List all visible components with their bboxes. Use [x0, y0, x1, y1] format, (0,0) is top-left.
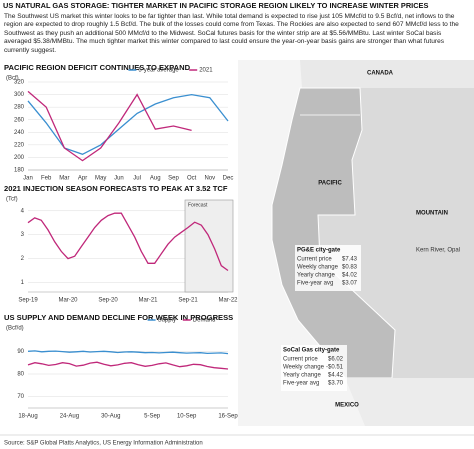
x-tick-label: 30-Aug: [101, 414, 120, 420]
price-box-title: SoCal Gas city-gate: [283, 348, 340, 354]
legend-label: 5-year average: [138, 68, 179, 74]
series-line: [27, 90, 192, 162]
price-label: Weekly change: [283, 365, 325, 371]
mexico-land: [345, 378, 474, 426]
x-tick-label: Sep-19: [18, 298, 38, 304]
price-label: Yearly change: [297, 273, 335, 279]
map-label: PACIFIC: [318, 181, 342, 187]
x-tick-label: 10-Sep: [177, 414, 197, 420]
x-tick-label: Jun: [114, 176, 124, 182]
y-tick-label: 90: [17, 349, 24, 355]
x-tick-label: Jul: [133, 176, 141, 182]
legend-label: Demand: [193, 318, 216, 324]
price-value: $4.42: [328, 373, 344, 379]
y-axis-label: (Tcf): [6, 197, 18, 203]
y-tick-label: 220: [14, 142, 25, 148]
price-label: Current price: [297, 257, 332, 263]
annotation: Forecast: [188, 202, 208, 208]
y-tick-label: 4: [21, 208, 25, 214]
price-label: Yearly change: [283, 373, 321, 379]
x-tick-label: Jan: [23, 176, 33, 182]
price-value: $0.83: [342, 265, 358, 271]
x-tick-label: Sep-20: [98, 298, 118, 304]
x-tick-label: Oct: [187, 176, 197, 182]
y-tick-label: 70: [17, 394, 24, 400]
x-tick-label: 5-Sep: [144, 414, 161, 420]
x-tick-label: Mar-21: [138, 298, 158, 304]
price-value: $4.02: [342, 273, 358, 279]
series-line: [27, 93, 229, 156]
price-box: [295, 245, 361, 291]
y-tick-label: 320: [14, 80, 25, 86]
x-tick-label: Dec: [223, 176, 234, 182]
x-tick-label: Mar-22: [218, 298, 238, 304]
y-tick-label: 260: [14, 117, 25, 123]
y-tick-label: 240: [14, 130, 25, 136]
y-axis-label: (Bcf): [6, 76, 19, 82]
price-value: $3.70: [328, 381, 344, 387]
main-title: US NATURAL GAS STORAGE: TIGHTER MARKET I…: [3, 1, 428, 10]
x-tick-label: Apr: [78, 176, 87, 182]
price-box: [281, 345, 347, 391]
series-line: [27, 350, 229, 355]
x-tick-label: Sep-21: [178, 298, 198, 304]
map-label: MEXICO: [335, 403, 359, 409]
mountain-region: [318, 88, 474, 378]
legend-label: Supply: [158, 318, 176, 324]
series-line: [27, 361, 229, 370]
price-label: Current price: [283, 357, 318, 363]
x-tick-label: Mar: [59, 176, 69, 182]
y-tick-label: 180: [14, 168, 25, 174]
y-tick-label: 1: [21, 280, 25, 286]
forecast-box: [184, 199, 234, 293]
x-tick-label: Aug: [150, 176, 161, 182]
legend-label: 2021: [199, 68, 213, 74]
x-tick-label: May: [95, 176, 106, 182]
price-box-title: PG&E city-gate: [297, 248, 341, 254]
y-tick-label: 80: [17, 372, 24, 378]
y-tick-label: 280: [14, 105, 25, 111]
x-tick-label: 18-Aug: [18, 414, 37, 420]
price-label: Five-year avg: [297, 281, 333, 287]
x-tick-label: Sep: [168, 176, 179, 182]
x-tick-label: Nov: [204, 176, 215, 182]
series-line: [27, 212, 229, 272]
source: Source: S&P Global Platts Analytics, US …: [4, 441, 203, 447]
chart-title: 2021 INJECTION SEASON FORECASTS TO PEAK …: [4, 184, 228, 193]
intro-text: The Southwest US market this winter look…: [4, 13, 459, 54]
price-value: $3.07: [342, 281, 358, 287]
x-tick-label: 16-Sep: [218, 414, 238, 420]
price-value: -$0.51: [326, 365, 344, 371]
pipeline-label: Kern River, Opal: [416, 248, 460, 254]
y-tick-label: 200: [14, 155, 25, 161]
map-label: MOUNTAIN: [416, 211, 448, 217]
price-value: $6.02: [328, 357, 344, 363]
price-value: $7.43: [342, 257, 358, 263]
x-tick-label: Feb: [41, 176, 52, 182]
price-label: Five-year avg: [283, 381, 319, 387]
y-axis-label: (Bcf/d): [6, 326, 24, 332]
y-tick-label: 300: [14, 92, 25, 98]
y-tick-label: 2: [21, 256, 25, 262]
map-label: CANADA: [367, 71, 394, 77]
x-tick-label: 24-Aug: [60, 414, 79, 420]
chart-title: US SUPPLY AND DEMAND DECLINE FOR WEEK IN…: [4, 313, 233, 322]
x-tick-label: Mar-20: [58, 298, 78, 304]
price-label: Weekly change: [297, 265, 339, 271]
canada-land: [300, 60, 474, 88]
y-tick-label: 3: [21, 232, 25, 238]
chart-title: PACIFIC REGION DEFICIT CONTINUES TO EXPA…: [4, 63, 191, 72]
